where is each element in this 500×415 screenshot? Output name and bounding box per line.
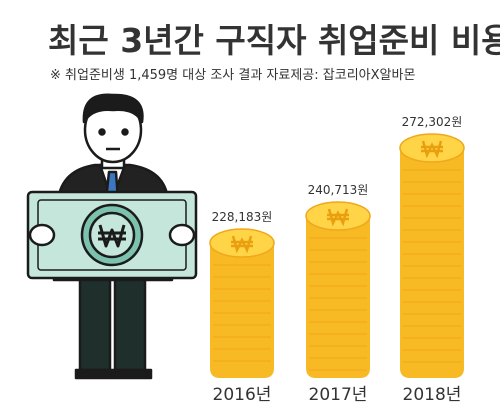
x-tick-label: 2016년 xyxy=(213,385,272,405)
illustration xyxy=(26,93,198,380)
value-label: 228,183원 xyxy=(212,210,273,224)
value-label: 272,302원 xyxy=(402,115,463,129)
x-tick-label: 2017년 xyxy=(309,385,368,405)
x-tick-label: 2018년 xyxy=(403,385,462,405)
coin-stack xyxy=(306,216,370,378)
chart-title: 최근 3년간 구직자 취업준비 비용 xyxy=(48,21,500,60)
coin-stack xyxy=(210,243,274,378)
won-icon xyxy=(327,208,349,227)
chart-subtitle: ※ 취업준비생 1,459명 대상 조사 결과 자료제공: 잡코리아X알바몬 xyxy=(50,68,415,83)
won-icon xyxy=(421,140,443,159)
won-icon xyxy=(231,235,253,254)
value-label: 240,713원 xyxy=(308,183,369,197)
